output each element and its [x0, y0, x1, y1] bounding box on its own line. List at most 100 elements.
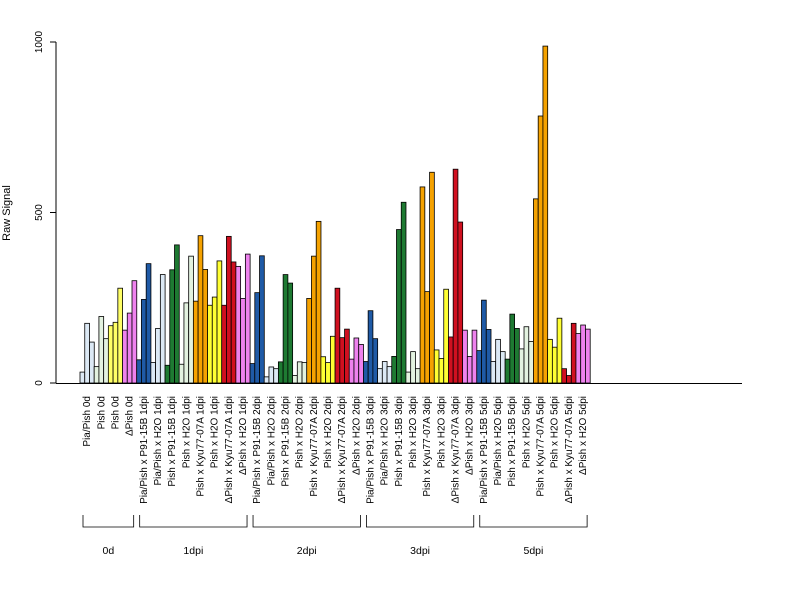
group-label: 2dpi — [297, 545, 317, 557]
bar — [174, 244, 180, 384]
x-tick-label: Pish x H2O 1dpi — [210, 396, 221, 468]
bar — [438, 358, 445, 384]
bar — [334, 287, 341, 384]
bar — [429, 171, 435, 384]
bar — [339, 337, 345, 384]
bar — [367, 310, 374, 384]
bar — [410, 351, 416, 384]
bar — [263, 376, 270, 384]
bar — [131, 280, 138, 384]
bar — [481, 299, 487, 384]
x-tick-label: Pish x P91-15B 3dpi — [394, 396, 405, 487]
bar — [273, 368, 279, 384]
bar — [542, 45, 549, 384]
bar — [476, 350, 482, 384]
x-tick-label: ΔPish x Kyu77-07A 1dpi — [224, 396, 235, 503]
bar — [155, 328, 161, 384]
x-tick-label: Pish x Kyu77-07A 5dpi — [536, 396, 547, 497]
x-tick-labels: Pia/Pish 0d Pish 0d Pish 0d ΔPish 0d Pia/Pis… — [82, 396, 589, 504]
bar — [452, 168, 459, 384]
x-tick-label: ΔPish x Kyu77-07A 3dpi — [451, 396, 462, 503]
bar — [377, 368, 383, 384]
bar — [415, 368, 421, 384]
bar — [107, 325, 114, 384]
bar — [296, 361, 303, 384]
bar — [353, 337, 360, 384]
bar — [386, 366, 393, 384]
x-tick-label: ΔPish x H2O 2dpi — [351, 396, 362, 475]
bar — [235, 265, 242, 384]
bar — [329, 335, 336, 384]
bar — [485, 329, 492, 384]
bar — [306, 298, 312, 384]
bar — [547, 338, 553, 384]
bar — [344, 328, 350, 384]
bar — [348, 358, 355, 384]
bar — [320, 356, 327, 384]
x-tick-label: Pia/Pish x H2O 5dpi — [493, 396, 504, 486]
bar — [216, 260, 223, 384]
x-tick-label: ΔPish 0d — [125, 396, 136, 436]
bar — [405, 371, 412, 384]
bar — [575, 333, 582, 384]
bar — [136, 359, 142, 384]
group-label: 1dpi — [183, 545, 203, 557]
bar — [197, 235, 204, 384]
x-tick-label: Pish x P91-15B 5dpi — [507, 396, 518, 487]
x-tick-label: Pish x P91-15B 1dpi — [167, 396, 178, 487]
bar — [533, 198, 539, 384]
bar — [315, 220, 322, 384]
bars — [56, 45, 742, 384]
y-axis: 0 500 1000 — [34, 30, 57, 386]
bar — [89, 341, 95, 384]
y-tick-label: 1000 — [34, 30, 45, 53]
x-tick-label: Pish x Kyu77-07A 1dpi — [195, 396, 206, 497]
bar — [202, 269, 209, 384]
bar — [396, 229, 402, 384]
x-tick-label: Pia/Pish x P91-15B 1dpi — [139, 396, 150, 504]
group-label: 0d — [102, 545, 114, 557]
group-bracket — [366, 515, 475, 528]
bar — [400, 201, 407, 384]
x-tick-label: Pia/Pish x P91-15B 5dpi — [479, 396, 490, 504]
x-tick-label: Pish 0d — [96, 396, 107, 429]
bar — [287, 282, 294, 384]
bar — [254, 292, 260, 384]
bar — [424, 291, 430, 384]
x-tick-label: Pia/Pish x H2O 3dpi — [380, 396, 391, 486]
x-tick-label: Pish x H2O 2dpi — [295, 396, 306, 468]
bar — [112, 321, 119, 384]
bar — [311, 255, 317, 384]
bar — [282, 274, 289, 384]
bar — [509, 313, 516, 384]
bar — [372, 338, 379, 384]
x-tick-label: Pish x Kyu77-07A 2dpi — [309, 396, 320, 497]
bar — [504, 358, 511, 384]
bar — [490, 361, 497, 384]
x-tick-label: ΔPish x H2O 1dpi — [238, 396, 249, 475]
bar — [207, 304, 213, 384]
bar — [188, 255, 194, 384]
x-tick-label: Pish x H2O 3dpi — [408, 396, 419, 468]
bar — [528, 340, 534, 384]
bar — [518, 348, 525, 384]
bar — [259, 255, 265, 384]
bar — [268, 366, 275, 384]
bar — [500, 351, 506, 384]
bar — [126, 312, 133, 384]
bar — [169, 269, 175, 384]
bar — [556, 317, 563, 384]
bar — [566, 375, 572, 384]
x-tick-label: Pia/Pish x P91-15B 2dpi — [252, 396, 263, 504]
x-tick-label: Pish x H2O 2dpi — [323, 396, 334, 468]
group-bracket — [479, 515, 588, 528]
bar — [79, 371, 86, 384]
bar — [443, 288, 449, 384]
x-tick-label: Pish x H2O 5dpi — [550, 396, 561, 468]
bar — [419, 186, 426, 384]
bar — [145, 263, 152, 384]
bar — [358, 344, 364, 384]
x-tick-label: Pia/Pish 0d — [82, 396, 93, 447]
bar — [277, 361, 284, 384]
